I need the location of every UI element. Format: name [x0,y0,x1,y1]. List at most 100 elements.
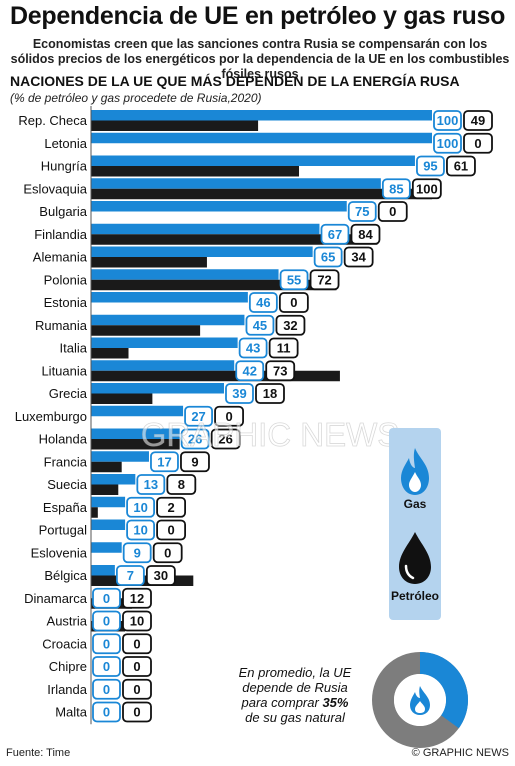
chart-row: Portugal 10 0 [39,519,187,541]
average-note: En promedio, la UE depende de Rusia para… [225,665,365,725]
oil-value-box [122,587,152,609]
average-line-4: de su gas natural [245,710,345,725]
chart-row: Letonia 100 0 [44,132,493,154]
oil-bar [91,484,119,495]
oil-value-box [343,246,374,268]
gas-value-box [248,292,278,313]
gas-value-label: 67 [328,227,342,242]
chart-row: Bélgica 7 30 [44,565,194,586]
oil-value-box [214,405,244,427]
oil-value-label: 0 [133,682,140,697]
chart-row: Irlanda 0 0 [47,678,152,700]
oil-value-label: 0 [133,636,140,651]
gas-value-label: 85 [389,181,403,196]
chart-row: Luxemburgo 27 0 [15,405,244,427]
gas-value-label: 9 [134,545,141,560]
oil-value-box [278,292,309,313]
gas-value-box [150,451,179,473]
gas-value-label: 0 [103,682,110,697]
gas-value-label: 10 [133,500,147,515]
category-label: Alemania [33,250,88,265]
oil-bar [91,166,300,177]
gas-bar [91,292,248,303]
gas-value-label: 17 [157,454,171,469]
category-label: Malta [55,705,88,720]
oil-value-label: 0 [290,295,297,310]
chart-row: Alemania 65 34 [33,246,374,268]
chart-row: Austria 0 10 [47,610,152,632]
gas-bar [91,269,279,280]
oil-value-label: 34 [351,250,366,265]
gas-value-label: 39 [232,386,246,401]
gas-value-box [122,542,152,564]
oil-value-label: 30 [154,568,168,583]
gas-value-box [126,519,155,541]
gas-bar [91,428,180,439]
oil-value-box [122,701,152,723]
category-label: Polonia [44,272,88,287]
gas-value-label: 65 [321,250,335,265]
gas-value-label: 7 [127,568,134,583]
category-label: Lituania [41,363,87,378]
category-label: Eslovenia [31,545,88,560]
gas-bar [91,155,415,166]
oil-value-box [152,542,183,564]
chart-heading: NACIONES DE LA UE QUE MÁS DEPENDEN DE LA… [10,73,460,89]
category-label: Bulgaria [39,204,87,219]
oil-value-label: 26 [218,432,232,447]
gas-value-label: 0 [103,636,110,651]
category-label: Rumania [35,318,88,333]
gas-bar [91,132,432,144]
oil-value-label: 9 [191,454,198,469]
oil-value-label: 0 [133,705,140,720]
oil-value-box [180,451,210,473]
gas-value-label: 100 [437,136,459,151]
gas-value-label: 0 [103,614,110,629]
gas-value-label: 26 [188,432,202,447]
gas-bar [91,337,238,348]
gas-bar [91,474,136,485]
gas-value-label: 95 [423,159,437,174]
credit-note: © GRAPHIC NEWS [411,747,509,759]
gas-value-label: 43 [246,341,260,356]
chart-row: Malta 0 0 [55,701,152,723]
gas-value-label: 55 [287,272,301,287]
chart-row: Italia 43 11 [60,337,299,359]
chart-row: Francia 17 9 [44,451,210,473]
gas-bar [91,496,126,508]
oil-value-label: 61 [454,159,468,174]
gas-flame-icon [410,686,430,715]
oil-value-label: 0 [474,136,481,151]
oil-bar [91,325,201,336]
oil-value-box [377,201,408,222]
gas-value-label: 100 [437,113,459,128]
oil-value-box [446,155,476,177]
oil-value-box [463,132,493,154]
gas-bar [91,201,347,212]
gas-value-label: 13 [144,477,158,492]
gas-flame-icon [401,448,429,495]
oil-value-box [156,496,187,518]
gas-bar [91,383,224,394]
chart-row: Grecia 39 18 [49,383,285,404]
chart-row: Rumania 45 32 [35,314,306,336]
oil-value-label: 11 [277,341,291,356]
oil-value-box [463,110,493,131]
category-label: Portugal [39,523,88,538]
gas-value-box [115,565,145,586]
oil-value-label: 84 [358,227,373,242]
gas-value-box [92,678,121,700]
gas-bar [91,246,313,257]
oil-bar [91,188,432,200]
legend-oil-label: Petróleo [391,589,439,603]
oil-value-box [156,519,187,541]
gas-value-box [136,474,166,495]
oil-value-box [268,337,299,359]
oil-value-box [255,383,285,404]
oil-bar [91,279,337,291]
oil-value-label: 10 [130,614,144,629]
chart-row: Bulgaria 75 0 [39,201,408,222]
chart-row: Hungría 95 61 [41,155,476,177]
gas-bar [91,223,320,235]
oil-bar [91,370,340,382]
